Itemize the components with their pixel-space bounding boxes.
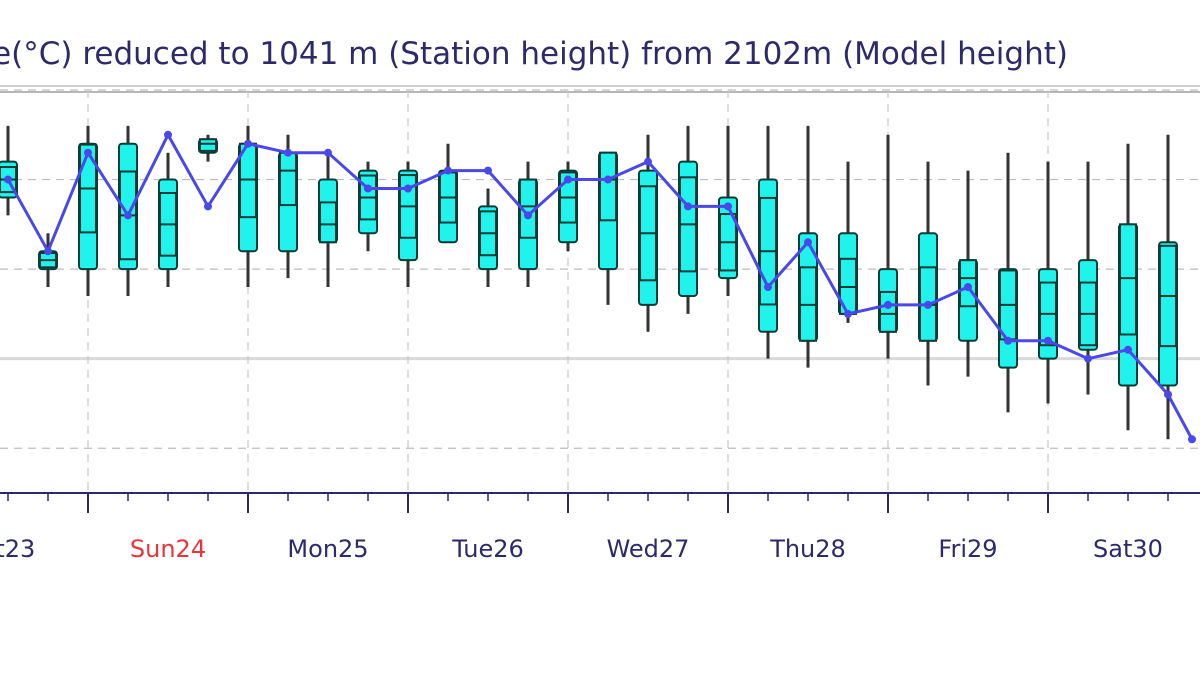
- control-point: [724, 202, 732, 211]
- x-tick-label: Sat30: [1093, 535, 1163, 563]
- control-point: [284, 148, 292, 157]
- control-point: [964, 283, 972, 292]
- control-point: [444, 166, 452, 175]
- x-tick-label: Fri29: [938, 535, 997, 563]
- control-point: [844, 309, 852, 318]
- plot-frame: [0, 85, 1200, 93]
- x-tick-label: Mon25: [287, 535, 368, 563]
- box-inner: [199, 138, 217, 152]
- control-point: [1044, 336, 1052, 345]
- chart-title: re(°C) reduced to 1041 m (Station height…: [0, 30, 1200, 80]
- x-tick-label: Sun24: [130, 535, 206, 563]
- control-point: [404, 184, 412, 193]
- control-point: [324, 148, 332, 157]
- x-axis: at23 Sun24 Mon25 Tue26 Wed27 Thu28 Fri29 Sat30: [0, 492, 1200, 563]
- control-point: [1188, 435, 1196, 444]
- box-inner: [879, 290, 897, 333]
- grid-lines: [0, 89, 1200, 493]
- control-point: [124, 211, 132, 220]
- control-point: [884, 300, 892, 309]
- control-point: [524, 211, 532, 220]
- control-point: [364, 184, 372, 193]
- x-tick-label: Tue26: [451, 535, 524, 563]
- control-point: [1004, 336, 1012, 345]
- control-point: [764, 283, 772, 292]
- chart-title-text: re(°C) reduced to 1041 m (Station height…: [0, 36, 1068, 72]
- boxplot-series: [0, 125, 1178, 440]
- x-tick-label: Wed27: [607, 535, 690, 563]
- x-tick-label: Thu28: [769, 535, 846, 563]
- control-point: [1084, 354, 1092, 363]
- control-point: [164, 130, 172, 139]
- x-tick-label: at23: [0, 535, 35, 563]
- box-inner: [279, 151, 297, 207]
- box-inner: [1119, 223, 1137, 336]
- control-point: [244, 139, 252, 148]
- control-point: [564, 175, 572, 184]
- control-point: [484, 166, 492, 175]
- control-point: [644, 157, 652, 166]
- box-inner: [319, 201, 337, 244]
- control-point: [4, 175, 12, 184]
- control-point: [684, 202, 692, 211]
- control-point: [44, 247, 52, 256]
- control-point: [1124, 345, 1132, 354]
- control-series: [4, 130, 1196, 444]
- control-point: [204, 202, 212, 211]
- control-point: [924, 300, 932, 309]
- control-point: [604, 175, 612, 184]
- control-point: [804, 238, 812, 247]
- box-inner: [599, 151, 617, 222]
- control-point: [84, 148, 92, 157]
- control-point: [1164, 390, 1172, 399]
